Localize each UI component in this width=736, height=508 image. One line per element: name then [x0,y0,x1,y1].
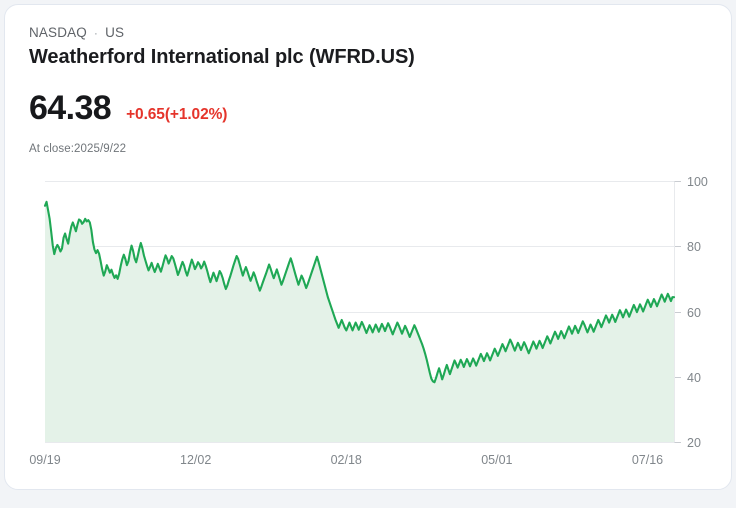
x-axis-tick-label: 05/01 [481,453,512,467]
stock-quote-card: NASDAQ · US Weatherford International pl… [4,4,732,490]
quote-header: NASDAQ · US Weatherford International pl… [5,5,731,156]
price-chart[interactable]: 100 80 60 40 20 09/19 12/02 02/18 05/01 07/16 [5,165,732,485]
y-axis-tick-label: 100 [687,175,708,189]
y-axis-tick-label: 80 [687,240,701,254]
x-axis-tick-label: 02/18 [331,453,362,467]
y-axis-labels: 100 80 60 40 20 [687,175,708,450]
price-line [43,200,676,384]
price-area-fill [45,201,674,442]
exchange-name: NASDAQ [29,25,87,40]
y-axis-tick-label: 20 [687,436,701,450]
region-label: US [105,25,125,40]
price-chart-svg[interactable]: 100 80 60 40 20 09/19 12/02 02/18 05/01 07/16 [5,165,732,485]
page-title: Weatherford International plc (WFRD.US) [29,46,415,68]
exchange-line: NASDAQ · US [29,25,707,41]
y-axis-tick-label: 40 [687,371,701,385]
price-value: 64.38 [29,89,112,127]
x-axis-tick-label: 07/16 [632,453,663,467]
separator-dot-icon: · [93,25,99,40]
price-change: +0.65(+1.02%) [126,106,228,123]
price-row: 64.38 +0.65(+1.02%) [29,89,707,127]
at-close-timestamp: At close:2025/9/22 [29,143,127,155]
x-axis-labels: 09/19 12/02 02/18 05/01 07/16 [29,453,663,467]
x-axis-tick-label: 12/02 [180,453,211,467]
x-axis-tick-label: 09/19 [29,453,60,467]
y-axis-tick-label: 60 [687,306,701,320]
